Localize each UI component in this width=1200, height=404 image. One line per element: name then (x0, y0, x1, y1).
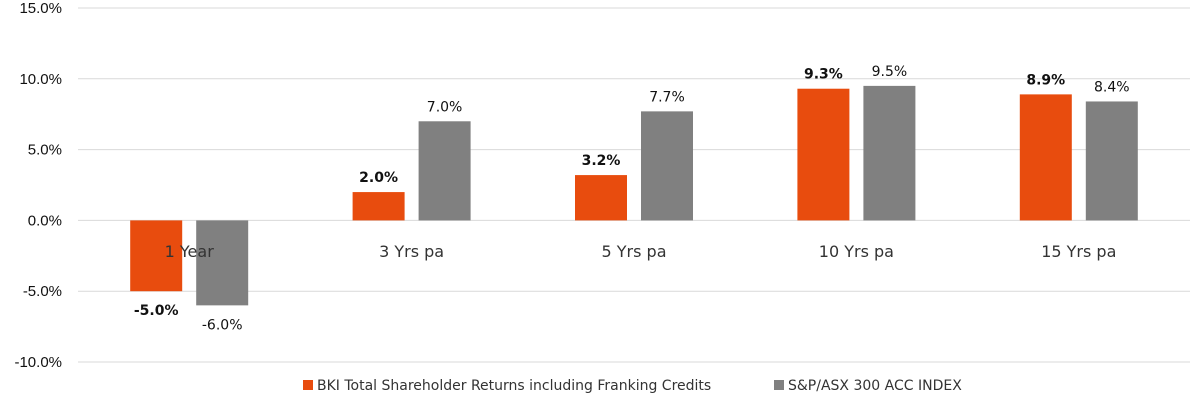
data-labels: -5.0% -6.0% 2.0% 7.0% 3.2% 7.7% 9.3% 9.5% 8.9% 8.… (134, 64, 1130, 333)
category-label: 3 Yrs pa (379, 242, 444, 261)
legend-swatch (774, 380, 784, 390)
bar-bki-2 (575, 175, 627, 221)
bar-index-3 (863, 85, 916, 221)
legend-swatch (303, 380, 313, 390)
data-label: 8.4% (1094, 79, 1130, 95)
bars (130, 85, 1138, 306)
category-label: 10 Yrs pa (819, 242, 894, 261)
bar-index-2 (641, 111, 693, 221)
y-tick-label: 10.0% (19, 71, 62, 88)
category-label: 15 Yrs pa (1041, 242, 1116, 261)
data-label: 9.5% (872, 64, 908, 80)
y-tick-label: 15.0% (19, 0, 62, 17)
legend: BKI Total Shareholder Returns including … (303, 378, 962, 394)
data-label: 3.2% (582, 153, 621, 169)
legend-label: S&P/ASX 300 ACC INDEX (788, 378, 962, 394)
data-label: 7.7% (649, 89, 685, 105)
y-tick-label: 0.0% (28, 212, 62, 229)
data-label: 8.9% (1026, 72, 1065, 88)
y-tick-label: 5.0% (28, 142, 62, 159)
data-label: 7.0% (427, 99, 463, 115)
data-label: -5.0% (134, 303, 179, 319)
bar-bki-3 (797, 88, 850, 221)
y-tick-label: -10.0% (14, 354, 62, 371)
bar-bki-0 (130, 220, 183, 292)
gridlines (78, 7, 1190, 363)
data-label: -6.0% (202, 317, 243, 333)
category-labels: 1 Year 3 Yrs pa 5 Yrs pa 10 Yrs pa 15 Yrs pa (165, 242, 1117, 261)
bar-index-4 (1085, 101, 1138, 221)
bar-bki-1 (352, 192, 405, 221)
data-label: 9.3% (804, 67, 843, 83)
y-tick-label: -5.0% (23, 283, 62, 300)
bar-index-0 (196, 220, 249, 306)
legend-label: BKI Total Shareholder Returns including … (317, 378, 711, 394)
category-label: 5 Yrs pa (602, 242, 667, 261)
bar-index-1 (418, 121, 471, 221)
bar-bki-4 (1019, 94, 1072, 221)
category-label: 1 Year (165, 242, 215, 261)
y-axis: -10.0% -5.0% 0.0% 5.0% 10.0% 15.0% (14, 0, 62, 371)
data-label: 2.0% (359, 170, 398, 186)
